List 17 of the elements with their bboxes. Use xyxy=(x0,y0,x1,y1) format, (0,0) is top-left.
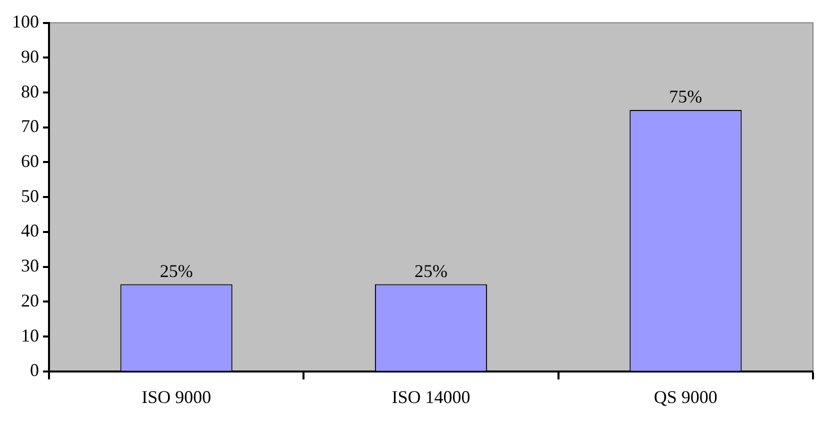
y-tick-label: 10 xyxy=(21,325,39,346)
y-tick-label: 70 xyxy=(21,116,39,136)
y-tick-label: 90 xyxy=(21,46,39,66)
x-tick-label: ISO 9000 xyxy=(142,386,212,407)
y-tick-label: 100 xyxy=(12,12,39,32)
y-tick-label: 50 xyxy=(21,186,39,206)
data-label: 75% xyxy=(669,86,702,107)
data-label: 25% xyxy=(160,260,193,281)
y-tick-label: 40 xyxy=(21,220,39,241)
y-tick-label: 0 xyxy=(30,360,39,380)
y-tick-label: 20 xyxy=(21,290,39,310)
data-label: 25% xyxy=(414,260,448,281)
x-tick-label: ISO 14000 xyxy=(392,386,470,407)
x-tick-label: QS 9000 xyxy=(654,386,718,407)
y-tick-label: 80 xyxy=(21,81,39,102)
y-tick-label: 60 xyxy=(21,150,39,171)
y-tick-label: 30 xyxy=(21,256,39,276)
